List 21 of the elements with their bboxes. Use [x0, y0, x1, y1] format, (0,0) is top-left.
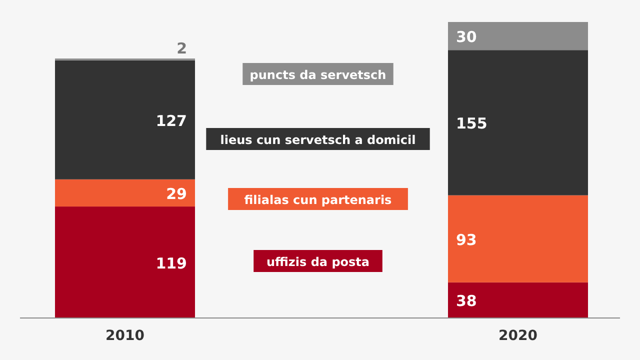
x-tick-label: 2020 [498, 328, 538, 344]
data-label: 38 [456, 292, 477, 310]
bar [55, 179, 195, 207]
bar [448, 282, 588, 318]
data-label: 2 [176, 40, 187, 58]
data-label: 119 [156, 254, 187, 272]
data-label: 30 [456, 28, 477, 46]
data-label: 127 [156, 112, 187, 130]
data-label: 29 [166, 184, 187, 203]
text: lieus cun servetsch a domicil [220, 133, 416, 147]
text: uffizis da posta [266, 255, 370, 269]
bar [448, 195, 588, 282]
bar [448, 50, 588, 196]
x-tick-label: 2010 [106, 328, 145, 344]
text: filialas cun partenaris [244, 193, 392, 207]
data-label: 155 [456, 114, 488, 133]
bar [55, 60, 195, 180]
bar [55, 206, 195, 318]
data-label: 93 [456, 230, 477, 249]
text: puncts da servetsch [250, 68, 386, 82]
bar [448, 22, 588, 50]
